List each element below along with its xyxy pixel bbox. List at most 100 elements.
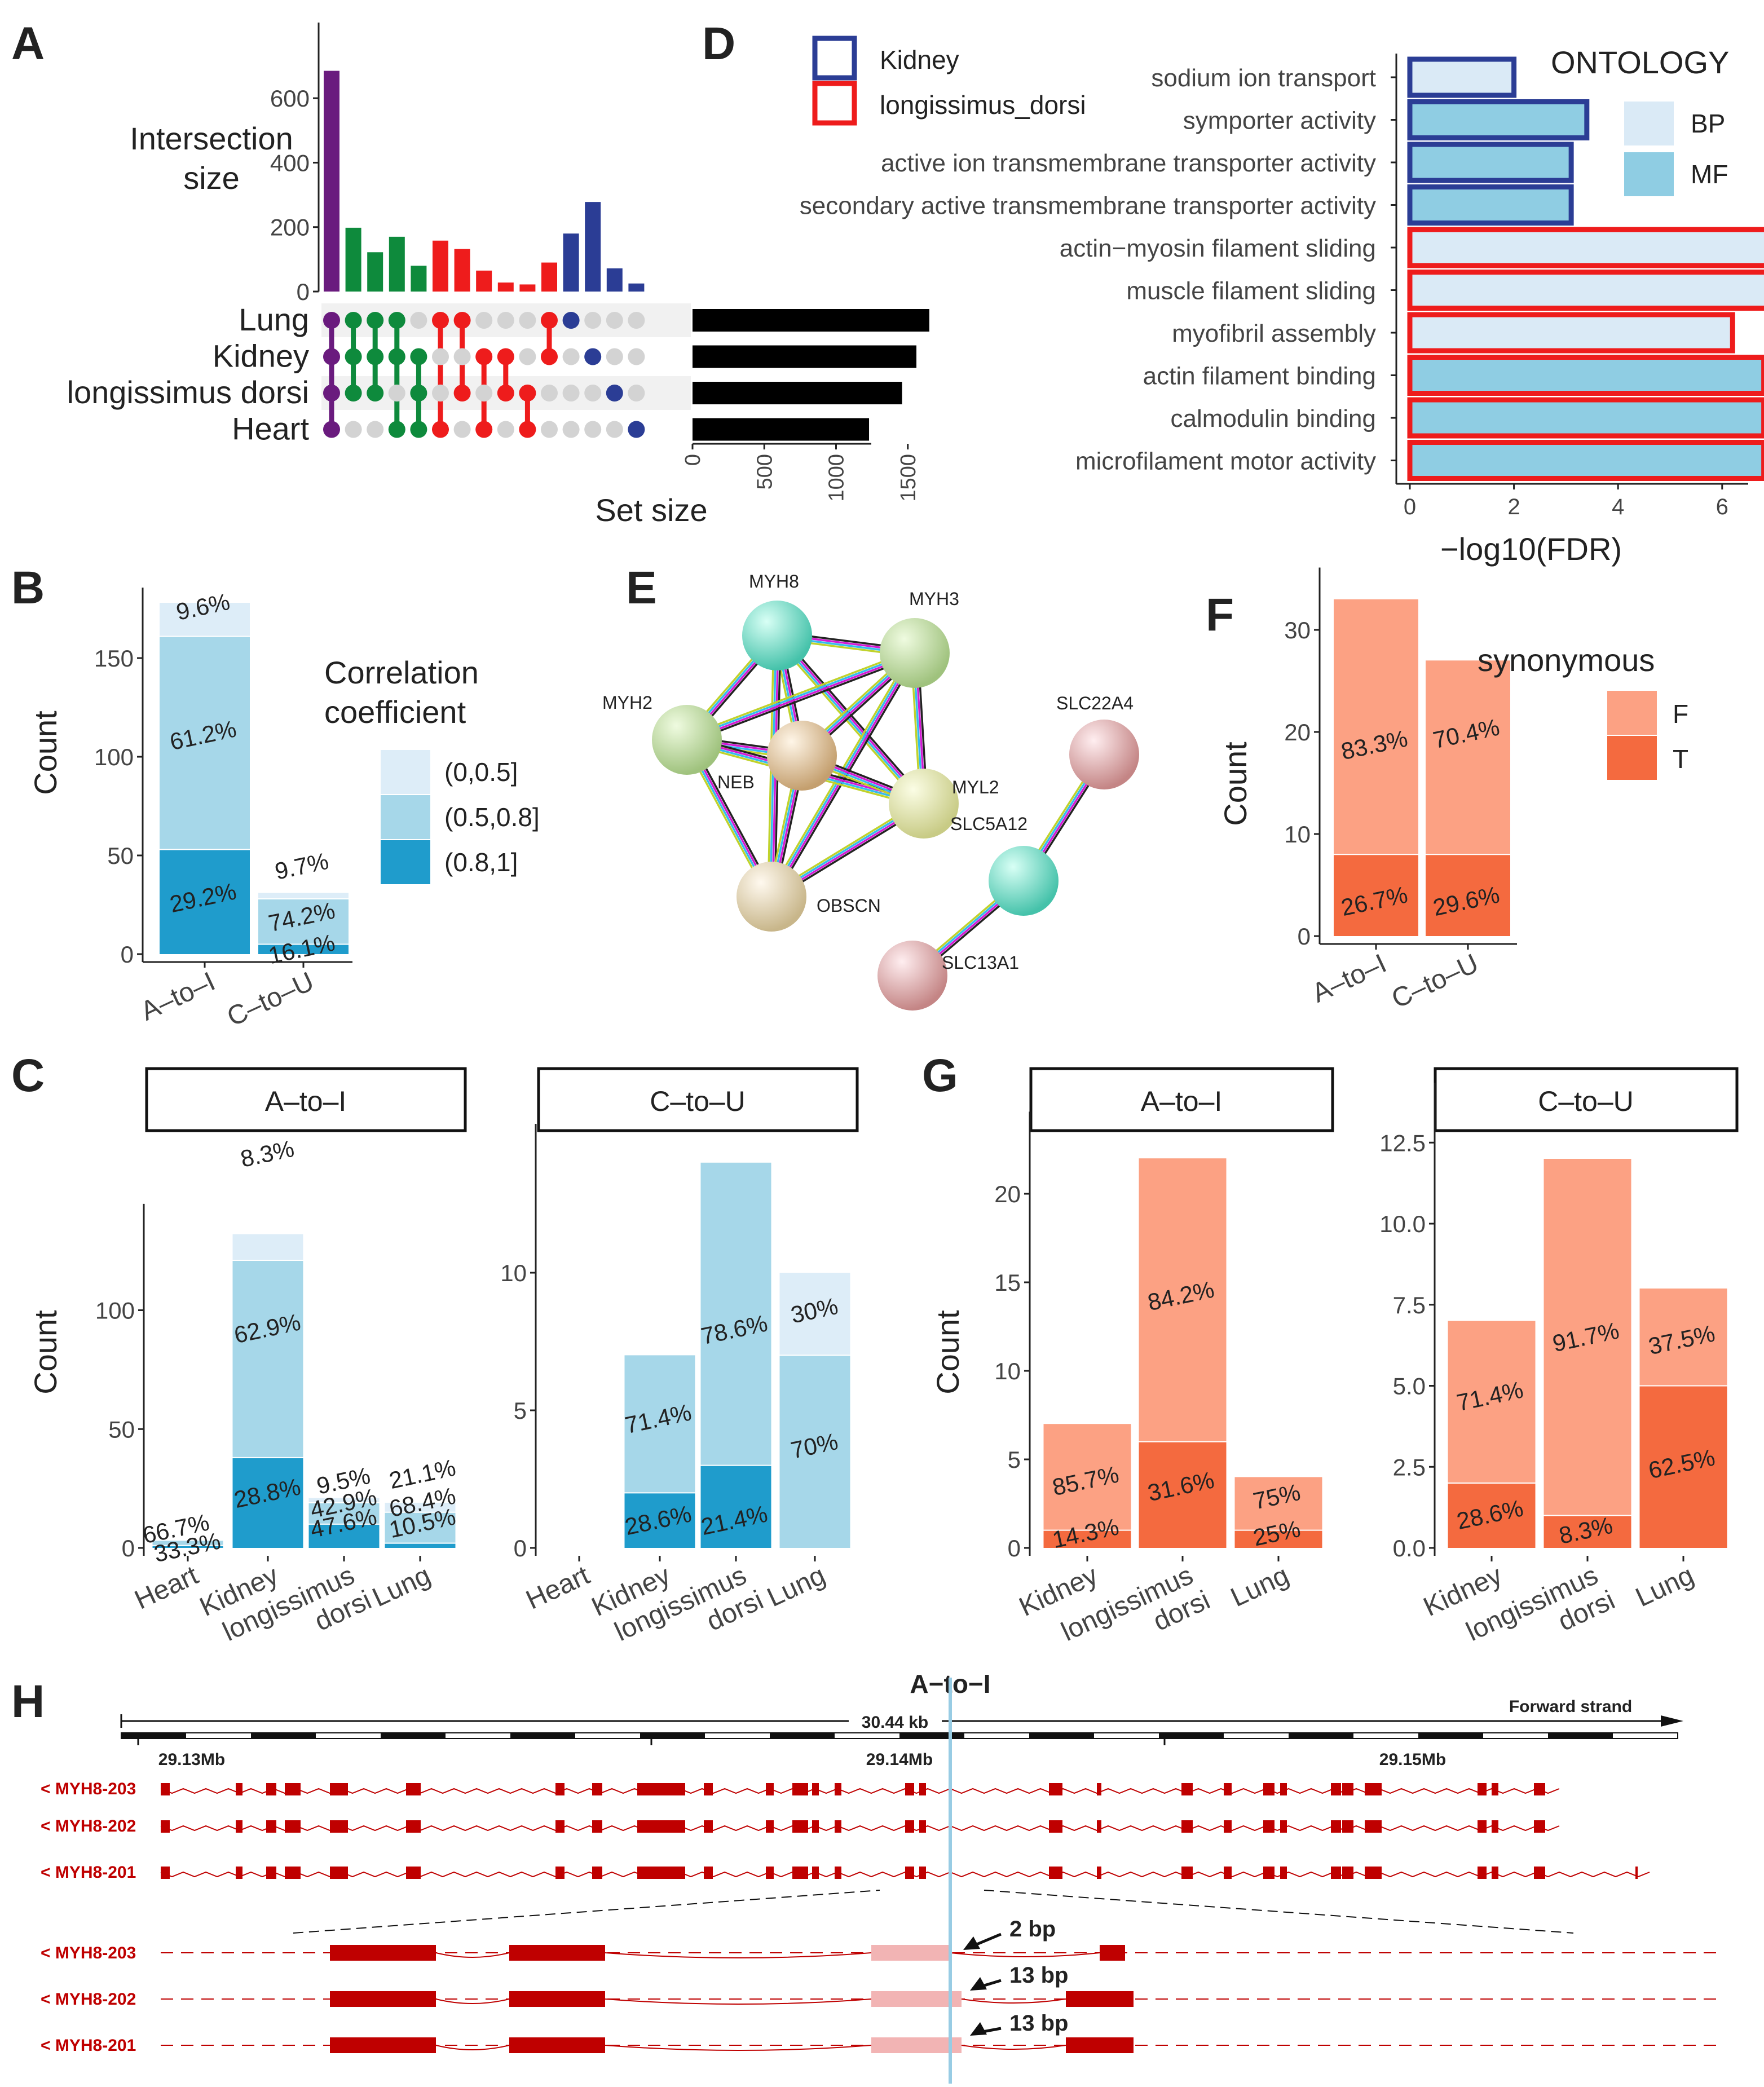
exon [285,1867,301,1879]
matrix-dot [323,348,340,365]
y-tick-label: 5 [1008,1446,1021,1473]
exon [919,1783,926,1795]
matrix-dot [432,348,449,365]
exon [1534,1867,1545,1879]
exon [592,1783,602,1795]
network-node [880,618,950,688]
exon [1635,1867,1638,1879]
ruler-segment [1418,1733,1483,1739]
y-tick-label: 10 [500,1260,527,1286]
zoom-intron [435,2045,510,2050]
y-tick-label: 0 [297,279,310,305]
legend-title: ONTOLOGY [1551,45,1729,80]
y-axis-title: Count [28,1310,63,1395]
node-label: SLC5A12 [950,814,1027,834]
bar-segment [1544,1515,1631,1548]
exon [161,1820,170,1833]
exon [812,1783,819,1795]
matrix-dot [562,385,580,401]
y-tick-label: 0 [122,1535,135,1561]
exon [704,1783,713,1795]
coord-label: 29.15Mb [1379,1750,1446,1769]
intersection-bar [433,240,448,292]
zoom-exon-edited [871,1945,950,1961]
matrix-dot [541,385,558,401]
matrix-dot [432,421,449,438]
network-node [989,846,1059,916]
intersection-bar [541,262,557,292]
panel-letter-F: F [1206,589,1234,641]
exon [1331,1820,1341,1833]
network-node [742,601,812,670]
exon [919,1867,926,1879]
zoom-transcript-label: < MYH8-201 [41,2036,136,2055]
ruler-segment [1548,1733,1613,1739]
exon [161,1783,170,1795]
intersection-bar [585,202,601,292]
matrix-dot [410,421,427,438]
intersection-bar [519,284,536,292]
span-label-bg [849,1709,942,1731]
exon [835,1820,841,1833]
bar-segment [1448,1483,1536,1548]
go-term-label: symporter activity [1183,107,1376,135]
exon [792,1783,808,1795]
panel-letter-G: G [922,1050,958,1101]
legend-label: (0.8,1] [444,848,518,877]
exon [1280,1867,1287,1879]
legend-title: synonymous [1478,642,1655,678]
zoom-exon [509,1945,605,1961]
ruler-segment [251,1733,316,1739]
exon [1492,1867,1498,1879]
network-edge [779,632,927,802]
node-label: MYH3 [909,589,959,609]
matrix-dot [584,312,602,329]
bar-segment [1234,1477,1322,1530]
matrix-dot [367,348,384,365]
exon [1492,1820,1498,1833]
matrix-dot [584,421,602,438]
facet-strip [537,1067,859,1132]
matrix-dot [606,348,623,365]
bar-segment [160,603,250,637]
y-tick-label: 10 [994,1358,1021,1384]
network-edge [685,648,914,738]
x-tick-label: C–to–U [223,967,319,1033]
exon [792,1867,808,1879]
intersection-bar [454,249,470,292]
matrix-dot [519,421,536,438]
network-edge [687,655,916,744]
bar-segment [232,1260,303,1458]
set-label: Lung [239,302,309,337]
bar-segment [1426,660,1510,855]
legend-swatch [1607,691,1657,735]
legend-swatch [812,36,857,81]
matrix-dot [541,312,558,329]
set-size-bar [693,309,929,332]
bar-segment [160,849,250,954]
y-axis-title: size [183,160,240,196]
network-edge [775,636,924,805]
network-node [889,769,959,839]
exon [1342,1783,1353,1795]
exon [1342,1867,1353,1879]
bar-segment [385,1543,456,1548]
exon [1331,1783,1341,1795]
y-tick-label: 0 [1298,923,1311,950]
bar-segment [1139,1158,1227,1442]
legend-label: Kidney [880,45,959,74]
y-tick-label: 20 [1284,719,1311,745]
intersection-bar [497,283,514,292]
matrix-dot [453,348,471,365]
x-tick-label: Lung [1631,1560,1698,1613]
exon [1365,1867,1382,1879]
go-bar [1407,227,1764,268]
exon [766,1820,774,1833]
y-tick-label: 20 [994,1181,1021,1207]
go-bar [1407,99,1590,140]
exon [1224,1820,1232,1833]
matrix-dot [453,421,471,438]
intersection-bar [345,227,361,292]
zoom-transcript-label: < MYH8-202 [41,1990,136,2009]
legend-swatch [1624,152,1674,196]
